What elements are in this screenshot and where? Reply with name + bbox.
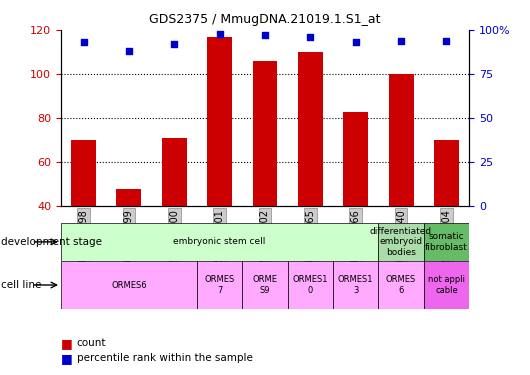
Bar [288,261,333,309]
Point [397,38,405,44]
Title: GDS2375 / MmugDNA.21019.1.S1_at: GDS2375 / MmugDNA.21019.1.S1_at [149,13,381,26]
Bar [298,52,323,206]
Point [215,30,224,36]
Text: ORMES1
3: ORMES1 3 [338,275,374,295]
Point [351,39,360,45]
Text: percentile rank within the sample: percentile rank within the sample [77,353,253,363]
Text: count: count [77,338,107,348]
Bar [117,189,142,206]
Text: embryonic stem cell: embryonic stem cell [173,237,266,246]
Text: ■: ■ [61,337,73,350]
Point [125,48,133,54]
Text: differentiated
embryoid
bodies: differentiated embryoid bodies [370,227,432,257]
Bar [252,61,278,206]
Bar [434,140,459,206]
Point [306,34,315,40]
Text: ■: ■ [61,352,73,364]
Text: ORMES
7: ORMES 7 [205,275,235,295]
Text: somatic
fibroblast: somatic fibroblast [425,232,468,252]
Bar [61,223,378,261]
Text: development stage: development stage [1,237,102,247]
Bar [162,138,187,206]
Text: ORMES1
0: ORMES1 0 [293,275,328,295]
Bar [333,261,378,309]
Text: ORMES
6: ORMES 6 [386,275,416,295]
Bar [423,261,469,309]
Bar [423,223,469,261]
Bar [378,223,423,261]
Text: ORME
S9: ORME S9 [252,275,278,295]
Point [170,41,179,47]
Bar [343,111,368,206]
Point [80,39,88,45]
Point [261,32,269,38]
Bar [378,261,423,309]
Bar [242,261,288,309]
Bar [197,261,242,309]
Bar [388,74,413,206]
Bar [71,140,96,206]
Text: cell line: cell line [1,280,41,290]
Text: ORMES6: ORMES6 [111,280,147,290]
Bar [207,37,232,206]
Text: not appli
cable: not appli cable [428,275,465,295]
Bar [61,261,197,309]
Point [442,38,450,44]
